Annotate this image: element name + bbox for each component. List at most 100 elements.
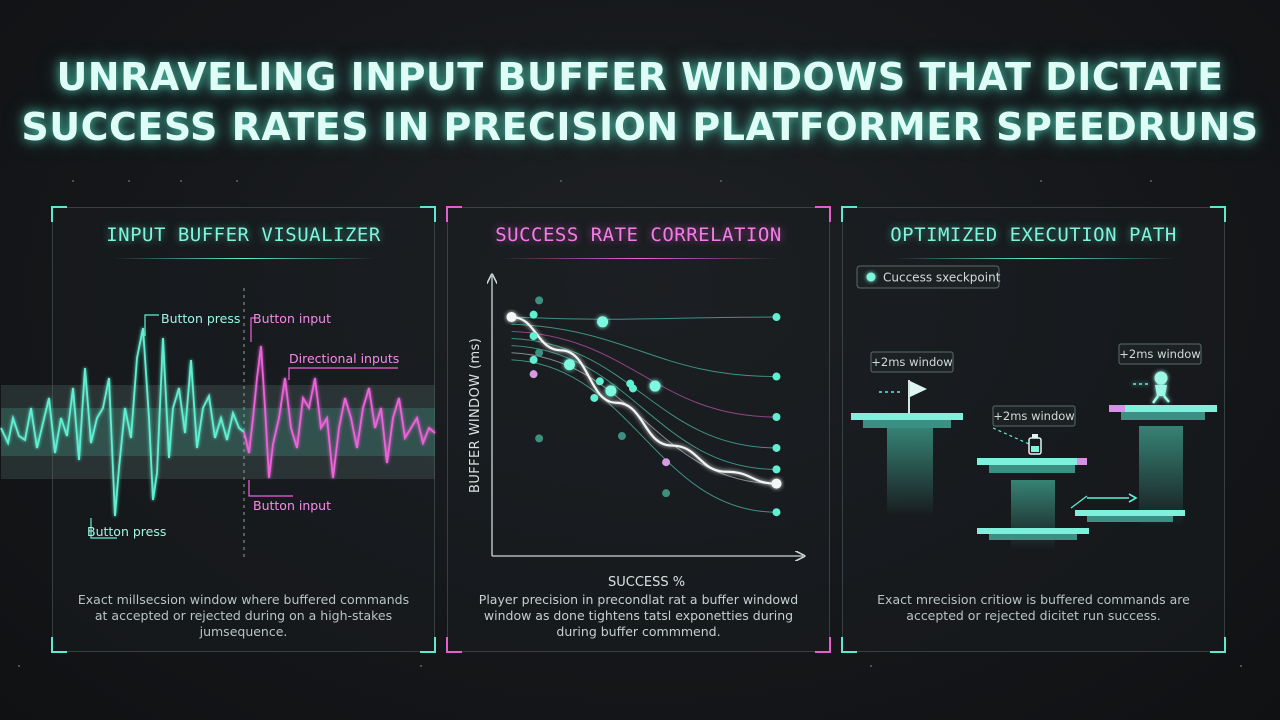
- execution-path-diagram: Cuccess sxeckpoint: [851, 265, 1217, 550]
- path-arrow-icon: [1070, 493, 1138, 509]
- leader-button-input-top: [250, 317, 255, 342]
- caption-line: Player precision in precondlat rat a buf…: [478, 592, 799, 607]
- data-point: [605, 385, 617, 397]
- window-label-text: +2ms window: [1119, 347, 1200, 361]
- corner-bracket: [841, 637, 857, 653]
- data-point: [772, 313, 781, 322]
- data-point: [771, 478, 782, 489]
- success-rate-correlation-panel: SUCCESS RATE CORRELATION BUFFER WINDOW (…: [446, 206, 831, 653]
- page-title-line-2: SUCCESS RATES IN PRECISION PLATFORMER SP…: [21, 105, 1259, 149]
- fan-line: [511, 337, 777, 449]
- data-point: [597, 316, 609, 328]
- caption-line: window as done tightens tatsl exponettie…: [483, 608, 794, 623]
- window-label-middle: +2ms window: [992, 405, 1076, 427]
- corner-bracket: [51, 637, 67, 653]
- platform-middle: [977, 458, 1089, 550]
- panel-title: INPUT BUFFER VISUALIZER: [106, 224, 381, 246]
- corner-bracket: [51, 206, 67, 222]
- corner-bracket: [1210, 206, 1226, 222]
- page-title-line-1: UNRAVELING INPUT BUFFER WINDOWS THAT DIC…: [56, 55, 1224, 99]
- corner-bracket: [815, 206, 831, 222]
- data-point: [529, 370, 538, 379]
- data-point: [772, 413, 781, 421]
- runner-character-icon: [1133, 371, 1170, 404]
- caption-line: Exact millsecsion window where buffered …: [77, 592, 410, 607]
- leader-button-press-bottom: [90, 518, 117, 539]
- input-buffer-visualizer-panel: INPUT BUFFER VISUALIZER Button press But…: [0, 206, 436, 653]
- y-axis-label: BUFFER WINDOW (ms): [468, 338, 483, 493]
- fan-line: [511, 345, 777, 470]
- window-label-left: +2ms window: [870, 351, 954, 373]
- data-point: [649, 380, 661, 392]
- label-directional-inputs: Directional inputs: [289, 351, 399, 366]
- data-point: [535, 434, 544, 443]
- label-button-input-top: Button input: [253, 311, 331, 326]
- panel-caption: Exact mrecision critiow is buffered comm…: [863, 592, 1204, 624]
- data-point: [662, 489, 671, 498]
- label-button-input-bottom: Button input: [253, 498, 331, 513]
- leader-directional-inputs: [288, 367, 398, 380]
- checkpoint-dot-icon: [866, 272, 876, 282]
- fan-line: [511, 352, 777, 485]
- fan-line: [511, 359, 777, 513]
- data-points: [506, 296, 782, 517]
- leader-button-input-bottom: [248, 480, 293, 497]
- data-point: [535, 296, 544, 305]
- data-point: [529, 310, 538, 319]
- corner-bracket: [446, 637, 462, 653]
- panel-title: OPTIMIZED EXECUTION PATH: [890, 224, 1177, 246]
- caption-line: accepted or rejected dicitet run success…: [906, 608, 1161, 623]
- correlation-chart: BUFFER WINDOW (ms) SUCCESS %: [468, 268, 831, 590]
- checkpoint-canister-icon: [992, 427, 1042, 455]
- fan-line: [511, 323, 777, 378]
- window-label-right: +2ms window: [1118, 343, 1202, 365]
- platform-right: [1075, 405, 1217, 526]
- caption-line: at accepted or rejected during on a high…: [94, 608, 393, 623]
- data-point: [529, 332, 538, 341]
- data-point: [590, 393, 599, 402]
- data-point: [535, 348, 544, 357]
- label-button-press-top: Button press: [161, 311, 240, 326]
- title-underline: [498, 258, 781, 259]
- label-button-press-bottom: Button press: [87, 524, 166, 539]
- legend-label: Cuccess sxeckpoint: [883, 271, 1001, 285]
- panel-caption: Player precision in precondlat rat a buf…: [468, 592, 809, 640]
- optimized-execution-path-panel: OPTIMIZED EXECUTION PATH Cuccess sxeckpo…: [841, 206, 1226, 653]
- page-title: UNRAVELING INPUT BUFFER WINDOWS THAT DIC…: [0, 52, 1280, 152]
- teal-waveform: [0, 327, 245, 517]
- panel-title: SUCCESS RATE CORRELATION: [495, 224, 782, 246]
- data-point: [772, 465, 781, 474]
- corner-bracket: [1210, 637, 1226, 653]
- corner-bracket: [420, 206, 436, 222]
- trend-line: [511, 315, 777, 485]
- data-point: [595, 377, 604, 386]
- window-label-text: +2ms window: [871, 355, 952, 369]
- title-underline: [893, 258, 1176, 259]
- data-point: [772, 443, 781, 452]
- data-point: [529, 355, 538, 364]
- leader-button-press-top: [144, 314, 159, 336]
- data-point: [662, 458, 671, 467]
- window-label-text: +2ms window: [993, 409, 1074, 423]
- caption-line: Exact mrecision critiow is buffered comm…: [877, 592, 1190, 607]
- waveform-visualization: Button press Button input Directional in…: [0, 288, 436, 558]
- data-point: [772, 372, 781, 381]
- x-axis-label: SUCCESS %: [608, 575, 685, 590]
- correlation-fan-lines: [511, 316, 777, 513]
- fan-line: [511, 330, 777, 418]
- corner-bracket: [446, 206, 462, 222]
- platform-left: [851, 413, 963, 516]
- legend-success-checkpoint: Cuccess sxeckpoint: [856, 265, 1001, 289]
- corner-bracket: [420, 637, 436, 653]
- corner-bracket: [815, 637, 831, 653]
- data-point: [628, 384, 637, 393]
- corner-bracket: [841, 206, 857, 222]
- caption-line: jumsequence.: [199, 624, 288, 639]
- data-point: [563, 359, 575, 371]
- panel-caption: Exact millsecsion window where buffered …: [73, 592, 414, 640]
- data-point: [506, 312, 517, 323]
- flag-icon: [879, 380, 927, 413]
- caption-line: during buffer commmend.: [556, 624, 721, 639]
- fan-line: [511, 316, 777, 320]
- data-point: [617, 432, 626, 441]
